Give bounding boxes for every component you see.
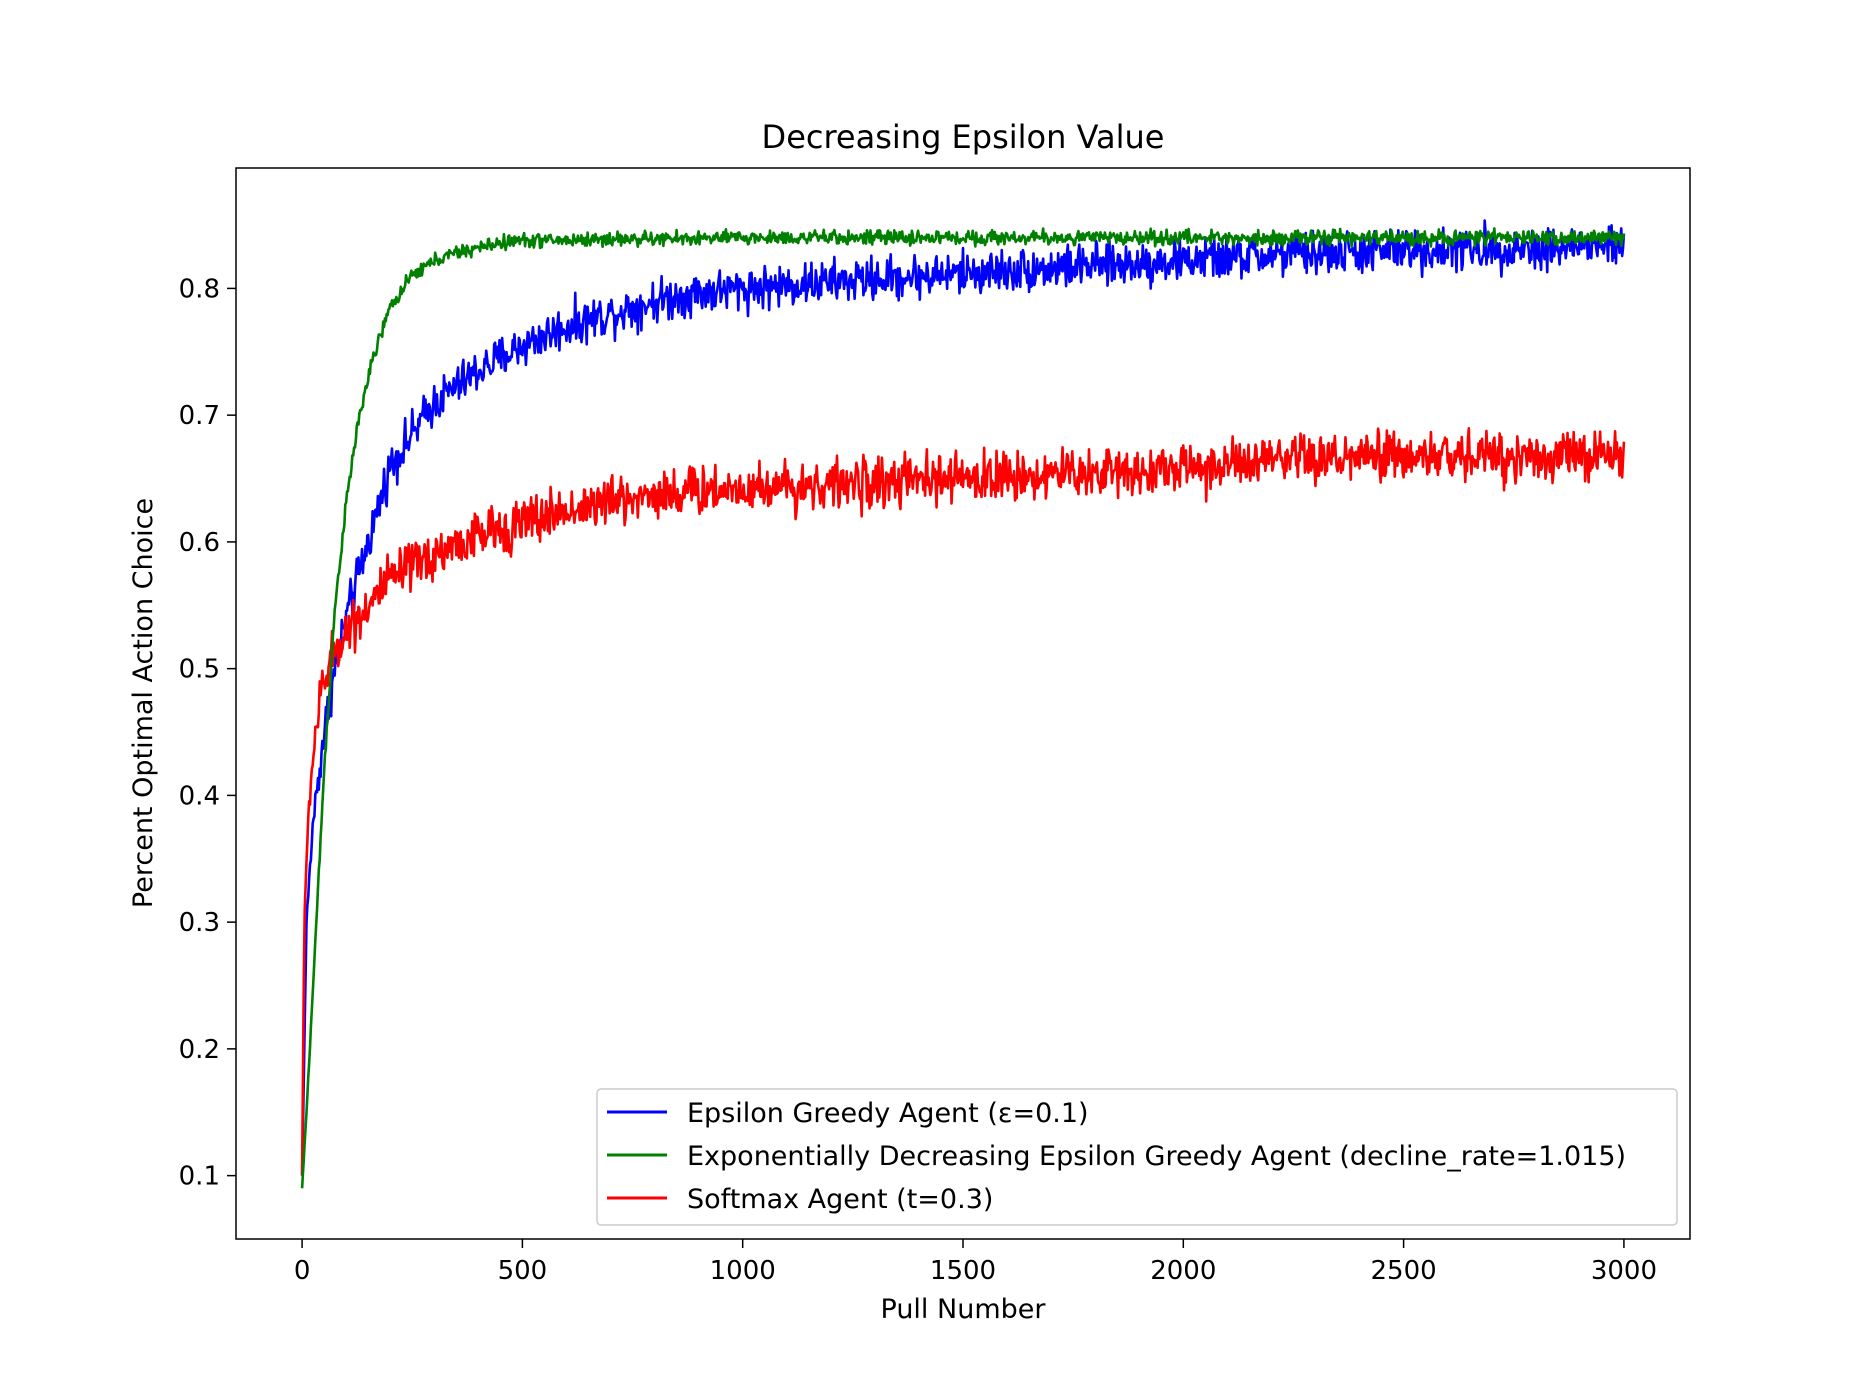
legend-label: Softmax Agent (t=0.3) — [687, 1184, 993, 1215]
y-tick-label: 0.3 — [179, 908, 220, 938]
series-line-2 — [300, 427, 1626, 1176]
x-tick-label: 500 — [498, 1256, 548, 1286]
y-axis: 0.1 0.2 0.3 0.4 0.5 0.6 0.7 0.8 — [179, 274, 236, 1192]
x-axis: 0 500 1000 1500 2000 2500 3000 — [294, 1239, 1657, 1286]
x-tick-label: 2500 — [1371, 1256, 1437, 1286]
y-tick-label: 0.4 — [179, 781, 220, 811]
x-tick-label: 2000 — [1150, 1256, 1216, 1286]
chart-title: Decreasing Epsilon Value — [762, 118, 1165, 156]
y-tick-label: 0.1 — [179, 1162, 220, 1192]
y-tick-label: 0.8 — [179, 274, 220, 304]
series-layer — [300, 219, 1626, 1189]
series-line-0 — [300, 219, 1626, 1176]
x-tick-label: 3000 — [1591, 1256, 1657, 1286]
y-tick-label: 0.7 — [179, 401, 220, 431]
legend-label: Exponentially Decreasing Epsilon Greedy … — [687, 1141, 1626, 1172]
x-tick-label: 0 — [294, 1256, 311, 1286]
legend-box — [596, 1088, 1678, 1226]
x-tick-label: 1500 — [930, 1256, 996, 1286]
y-tick-label: 0.5 — [179, 655, 220, 685]
x-axis-label: Pull Number — [881, 1294, 1047, 1325]
legend: Epsilon Greedy Agent (ε=0.1) Exponentiall… — [596, 1088, 1678, 1226]
series-line-1 — [300, 227, 1626, 1189]
x-tick-label: 1000 — [710, 1256, 776, 1286]
y-axis-label: Percent Optimal Action Choice — [128, 498, 159, 908]
plot-area — [235, 167, 1691, 1240]
y-tick-label: 0.6 — [179, 528, 220, 558]
y-tick-label: 0.2 — [179, 1035, 220, 1065]
legend-label: Epsilon Greedy Agent (ε=0.1) — [687, 1098, 1089, 1129]
